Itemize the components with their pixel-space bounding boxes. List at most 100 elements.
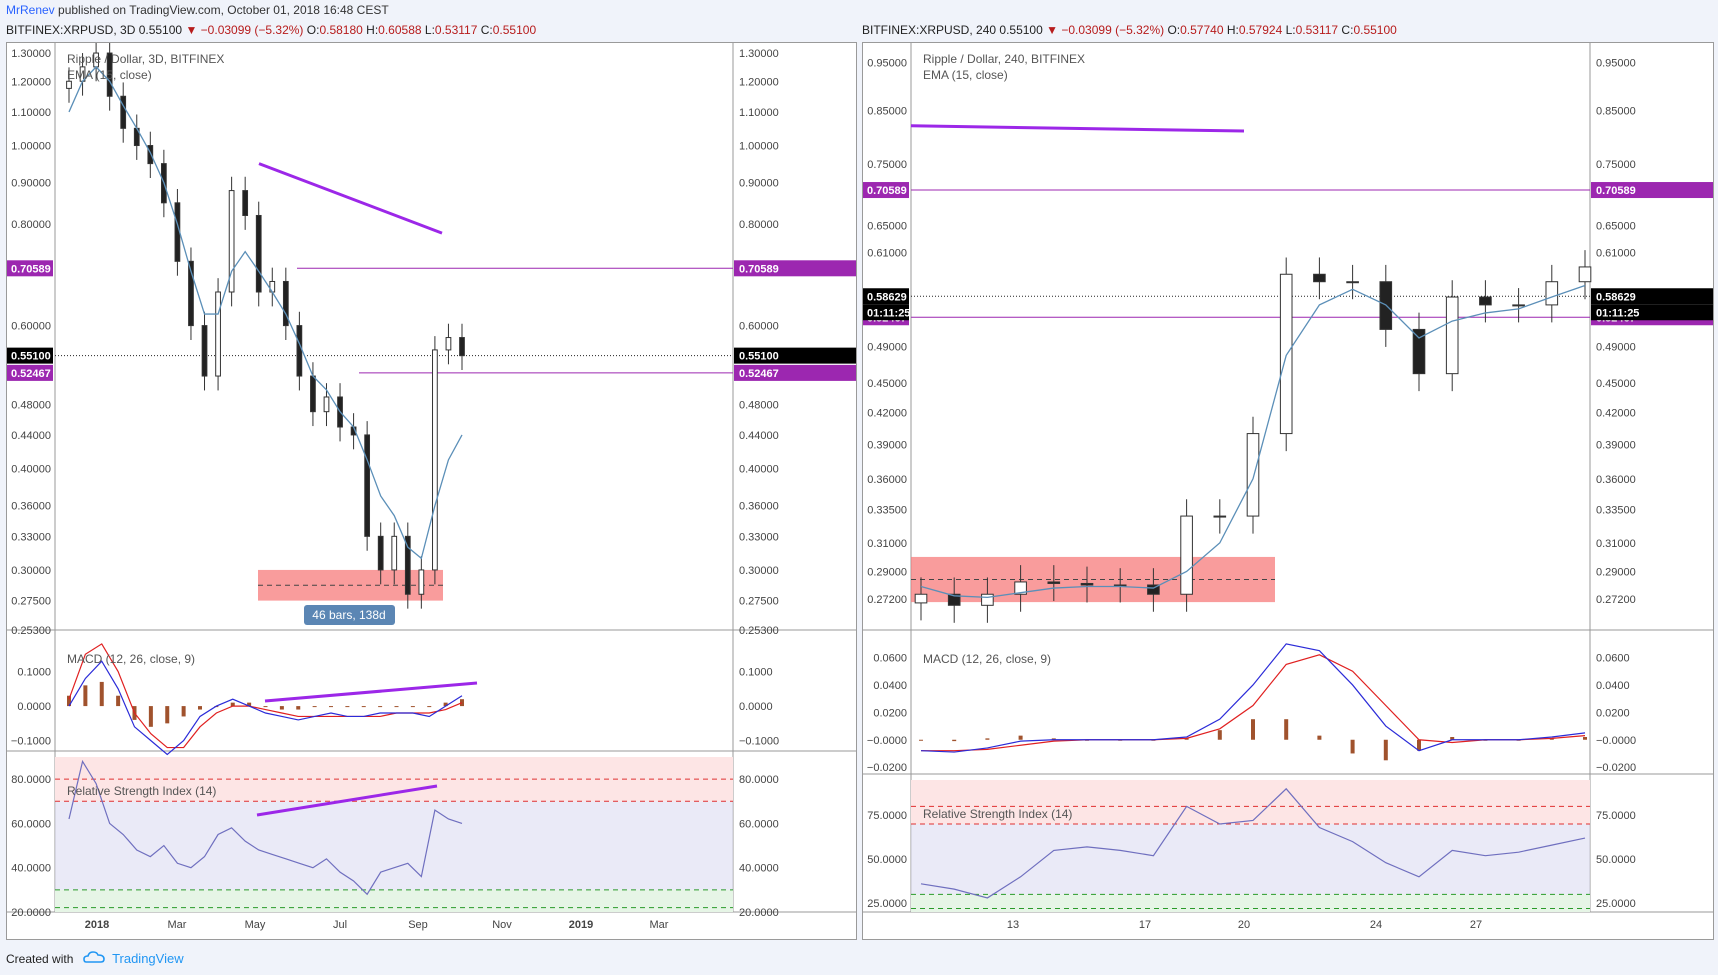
macd-tick-right: 0.0600 bbox=[1596, 653, 1630, 665]
price-tick-right: 0.27200 bbox=[1596, 594, 1636, 606]
level-tag-left-text: 0.70589 bbox=[11, 263, 51, 275]
price-tick-right: 0.36000 bbox=[1596, 474, 1636, 486]
macd-tick-left: 0.0600 bbox=[873, 653, 907, 665]
macd-tick-left: −0.0200 bbox=[867, 762, 907, 774]
right-macd-label: MACD (12, 26, close, 9) bbox=[923, 652, 1051, 666]
macd-histogram-bar bbox=[427, 706, 432, 708]
rsi-line bbox=[920, 787, 1586, 899]
macd-histogram-bar bbox=[230, 702, 235, 707]
left-rsi-pane[interactable]: 80.0000 80.0000 60.0000 60.0000 40.0000 40.00… bbox=[7, 757, 856, 919]
right-chart-canvas[interactable]: 0.95000 0.95000 0.85000 0.85000 0.75000 0.750… bbox=[863, 43, 1713, 939]
right-time-axis[interactable]: 13 17 20 24 27 bbox=[1007, 919, 1482, 931]
candle-body bbox=[201, 325, 208, 377]
candle-body bbox=[1113, 584, 1127, 587]
right-macd-pane[interactable]: 0.0600 0.0600 0.0400 0.0400 0.0200 0.0200 −0.0… bbox=[863, 643, 1713, 775]
candle-body bbox=[120, 95, 127, 129]
publish-bar: MrRenev published on TradingView.com, Oc… bbox=[0, 0, 1718, 20]
time-axis-label: 17 bbox=[1139, 919, 1151, 931]
down-arrow-icon: ▼ bbox=[185, 23, 198, 37]
macd-line bbox=[68, 660, 463, 756]
price-tick-left: 0.27200 bbox=[867, 594, 907, 606]
macd-histogram-bar bbox=[919, 739, 923, 741]
right-rsi-label: Relative Strength Index (14) bbox=[923, 807, 1072, 821]
right-chart-panel[interactable]: 0.95000 0.95000 0.85000 0.85000 0.75000 0.750… bbox=[862, 42, 1714, 940]
price-tick-right: 1.00000 bbox=[739, 141, 779, 153]
rsi-band bbox=[911, 824, 1590, 895]
left-change: −0.03099 (−5.32%) bbox=[200, 23, 304, 37]
countdown-tag-left-text: 01:11:25 bbox=[867, 307, 910, 319]
price-tag bbox=[734, 347, 856, 364]
right-rsi-pane[interactable]: 75.0000 75.0000 50.0000 50.0000 25.0000 25.00… bbox=[863, 780, 1713, 913]
candle-body bbox=[1445, 296, 1459, 375]
candle-body bbox=[418, 569, 425, 595]
candle-body bbox=[215, 291, 221, 377]
right-legend-title: Ripple / Dollar, 240, BITFINEX bbox=[923, 52, 1085, 66]
candle-body bbox=[1014, 581, 1027, 595]
down-arrow-icon: ▼ bbox=[1046, 23, 1059, 37]
price-tick-left: 0.95000 bbox=[867, 58, 907, 70]
macd-tick-left: 0.0400 bbox=[873, 680, 907, 692]
rsi-tick-left: 75.0000 bbox=[867, 810, 907, 822]
candle-body bbox=[914, 593, 928, 604]
countdown-tag-left bbox=[863, 304, 909, 321]
candle-body bbox=[1279, 273, 1293, 435]
candle-body bbox=[947, 593, 961, 606]
left-chart-canvas[interactable]: 1.30000 1.30000 1.20000 1.20000 1.10000 1.100… bbox=[7, 39, 856, 939]
right-open: 0.57740 bbox=[1180, 23, 1224, 37]
left-macd-pane[interactable]: 0.1000 0.1000 0.0000 0.0000 −0.1000 −0.1000 bbox=[7, 643, 856, 756]
right-price-pane[interactable]: 0.95000 0.95000 0.85000 0.85000 0.75000 0.750… bbox=[863, 43, 1713, 912]
price-tag-left-text: 0.58629 bbox=[867, 291, 907, 303]
left-symbol: BITFINEX:XRPUSD, 3D bbox=[6, 23, 136, 37]
left-price-pane[interactable]: 1.30000 1.30000 1.20000 1.20000 1.10000 1.100… bbox=[7, 39, 856, 912]
price-tick-right: 0.44000 bbox=[739, 430, 779, 442]
left-time-axis[interactable]: 2018 Mar May Jul Sep Nov 2019 Mar bbox=[85, 919, 669, 931]
macd-tick-right: −0.0200 bbox=[1596, 762, 1636, 774]
price-tick-left: 0.33000 bbox=[11, 531, 51, 543]
macd-histogram-bar bbox=[1450, 737, 1455, 740]
tradingview-link[interactable]: TradingView bbox=[112, 951, 184, 966]
candle-body bbox=[1545, 281, 1559, 306]
price-tag-text: 0.55100 bbox=[739, 351, 779, 363]
candle-body bbox=[1246, 433, 1260, 517]
macd-histogram-bar bbox=[1251, 719, 1255, 740]
candle-body bbox=[1180, 515, 1193, 595]
left-chart-panel[interactable]: 1.30000 1.30000 1.20000 1.20000 1.10000 1.100… bbox=[6, 39, 857, 940]
price-tick-right: 0.75000 bbox=[1596, 159, 1636, 171]
rsi-tick-right: 20.0000 bbox=[739, 907, 779, 919]
left-rsi-label: Relative Strength Index (14) bbox=[67, 784, 216, 798]
macd-histogram-bar bbox=[181, 706, 186, 717]
price-tick-right: 1.10000 bbox=[739, 107, 779, 119]
price-trend-line bbox=[910, 124, 1245, 133]
left-chart-header: BITFINEX:XRPUSD, 3D 0.55100 ▼ −0.03099 (… bbox=[6, 23, 537, 37]
left-high: 0.60588 bbox=[378, 23, 422, 37]
price-tick-left: 0.29000 bbox=[867, 566, 907, 578]
time-axis-label: Jul bbox=[333, 919, 347, 931]
bars-range-label: 46 bars, 138d bbox=[312, 608, 385, 622]
rsi-tick-right: 80.0000 bbox=[739, 774, 779, 786]
created-with-text: Created with bbox=[6, 952, 74, 966]
price-tick-left: 0.31000 bbox=[867, 538, 907, 550]
author-link[interactable]: MrRenev bbox=[6, 3, 55, 17]
ema-line bbox=[68, 65, 463, 560]
macd-histogram-bar bbox=[296, 706, 301, 710]
right-low: 0.53117 bbox=[1295, 23, 1339, 37]
macd-histogram-bar bbox=[985, 738, 990, 740]
price-tick-left: 0.36000 bbox=[11, 501, 51, 513]
price-tick-left: 0.39000 bbox=[867, 439, 907, 451]
rsi-tick-left: 25.0000 bbox=[867, 898, 907, 910]
macd-tick-right: 0.0400 bbox=[1596, 680, 1630, 692]
level-tag-right-text: 0.52467 bbox=[739, 368, 779, 380]
macd-histogram-bar bbox=[1317, 735, 1322, 740]
price-tick-right: 0.29000 bbox=[1596, 566, 1636, 578]
price-tick-left: 0.36000 bbox=[867, 474, 907, 486]
macd-histogram-bar bbox=[1583, 737, 1587, 740]
rsi-tick-right: 40.0000 bbox=[739, 863, 779, 875]
macd-tick-right: −0.0000 bbox=[1596, 735, 1636, 747]
price-tick-right: 0.39000 bbox=[1596, 439, 1636, 451]
price-tick-right: 0.85000 bbox=[1596, 105, 1636, 117]
price-tag-left-text: 0.55100 bbox=[11, 351, 51, 363]
candle-body bbox=[1147, 584, 1160, 595]
footer: Created with TradingView bbox=[0, 944, 1718, 974]
price-tick-left: 1.20000 bbox=[11, 76, 51, 88]
macd-tick-left: −0.1000 bbox=[11, 736, 51, 748]
